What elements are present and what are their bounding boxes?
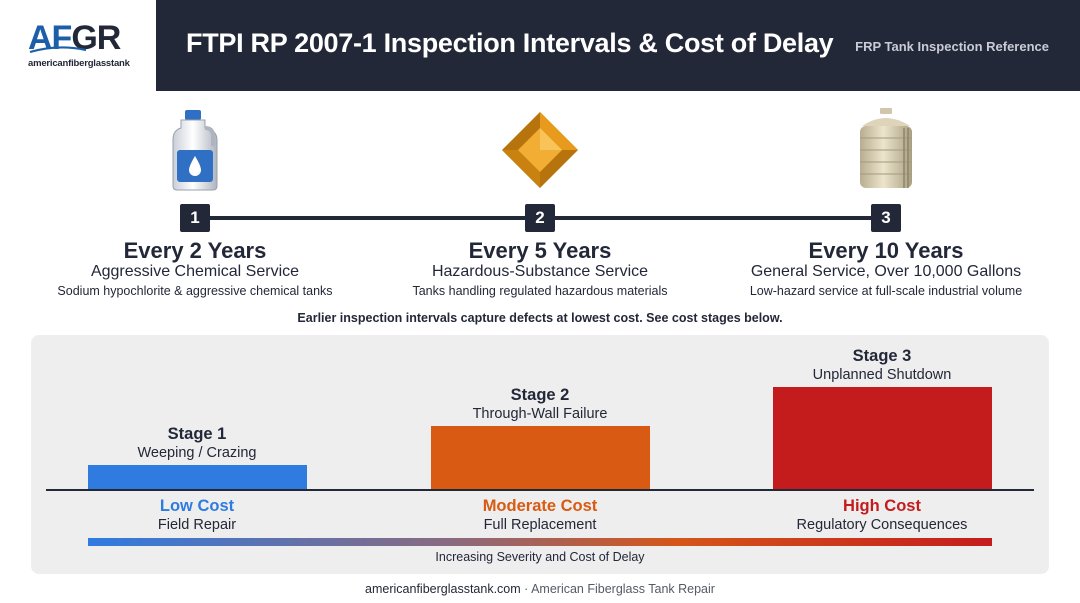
severity-caption: Increasing Severity and Cost of Delay xyxy=(435,550,645,564)
stage-name: Stage 3 xyxy=(852,347,912,365)
step-interval: Every 5 Years xyxy=(468,238,612,263)
logo-subtext: americanfiberglasstank xyxy=(28,58,130,69)
cost-level: High Cost xyxy=(843,497,921,515)
step-service: General Service, Over 10,000 Gallons xyxy=(750,263,1022,280)
hazard-diamond-icon xyxy=(502,112,578,188)
header: AFGR americanfiberglasstank FTPI RP 2007… xyxy=(0,0,1080,91)
cost-action: Field Repair xyxy=(157,517,237,533)
timeline-step-2: 2 Every 5 Years Hazardous-Substance Serv… xyxy=(370,0,710,300)
step-interval: Every 10 Years xyxy=(808,238,964,263)
page-title: FTPI RP 2007-1 Inspection Intervals & Co… xyxy=(186,28,834,58)
timeline-step-1: 1 Every 2 Years Aggressive Chemical Serv… xyxy=(25,0,365,300)
step-interval: Every 2 Years xyxy=(123,238,267,263)
step-number: 3 xyxy=(871,204,901,232)
stage-description: Unplanned Shutdown xyxy=(812,367,952,383)
step-number: 2 xyxy=(525,204,555,232)
interval-note: Earlier inspection intervals capture def… xyxy=(297,311,783,325)
stage-name: Stage 1 xyxy=(167,425,227,443)
stage-description: Through-Wall Failure xyxy=(472,406,608,422)
stage-1-bar xyxy=(88,465,307,490)
stage-name: Stage 2 xyxy=(510,386,570,404)
step-detail: Low-hazard service at full-scale industr… xyxy=(749,284,1023,298)
step-detail: Tanks handling regulated hazardous mater… xyxy=(412,284,668,298)
cost-action: Full Replacement xyxy=(483,517,597,533)
stage-1-label: Stage 1 Weeping / Crazing xyxy=(67,424,327,462)
stage-1-cost: Low Cost Field Repair xyxy=(57,496,337,534)
footer-company: American Fiberglass Tank Repair xyxy=(531,582,715,596)
footer-site: americanfiberglasstank.com xyxy=(365,582,521,596)
stage-2-cost: Moderate Cost Full Replacement xyxy=(400,496,680,534)
footer-separator: · xyxy=(520,582,532,596)
header-band xyxy=(156,0,1080,91)
cost-baseline xyxy=(46,489,1034,491)
cost-level: Low Cost xyxy=(159,497,235,515)
stage-3-bar xyxy=(773,387,992,490)
cost-action: Regulatory Consequences xyxy=(796,517,968,533)
stage-description: Weeping / Crazing xyxy=(137,445,257,461)
logo-mark: AFGR xyxy=(28,19,121,57)
chemical-jug-icon xyxy=(172,110,218,191)
stage-2-bar xyxy=(431,426,650,490)
footer: americanfiberglasstank.com · American Fi… xyxy=(0,582,1080,596)
step-service: Aggressive Chemical Service xyxy=(90,263,300,280)
timeline-step-3: 3 Every 10 Years General Service, Over 1… xyxy=(716,0,1056,300)
header-reference: FRP Tank Inspection Reference xyxy=(855,39,1049,54)
stage-3-label: Stage 3 Unplanned Shutdown xyxy=(752,346,1012,384)
severity-gradient-bar xyxy=(88,538,992,546)
step-number: 1 xyxy=(180,204,210,232)
storage-tank-icon xyxy=(860,108,912,188)
cost-level: Moderate Cost xyxy=(482,497,598,515)
company-logo: AFGR americanfiberglasstank xyxy=(28,20,133,70)
stage-2-label: Stage 2 Through-Wall Failure xyxy=(410,385,670,423)
stage-3-cost: High Cost Regulatory Consequences xyxy=(742,496,1022,534)
logo-swoosh-icon xyxy=(29,46,87,54)
step-service: Hazardous-Substance Service xyxy=(431,263,649,280)
step-detail: Sodium hypochlorite & aggressive chemica… xyxy=(57,284,333,298)
